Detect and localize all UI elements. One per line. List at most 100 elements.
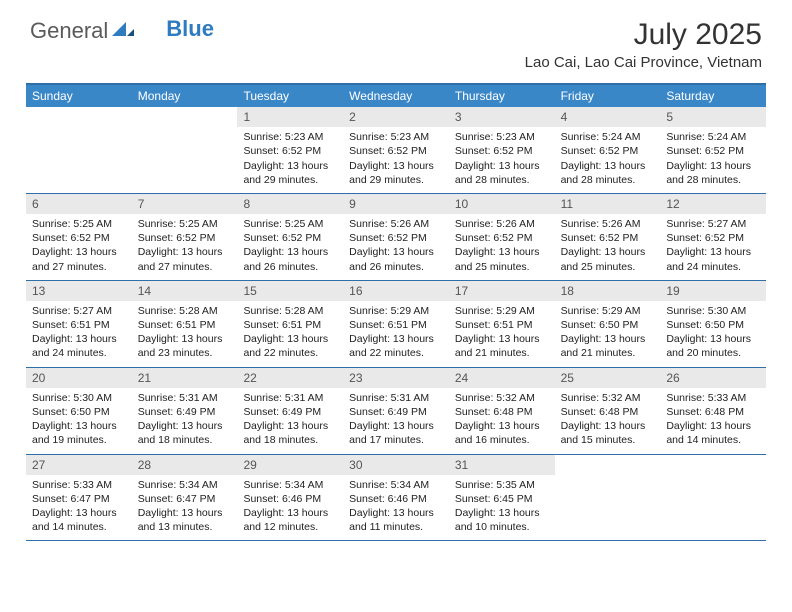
day-cell <box>660 455 766 541</box>
sunrise-text: Sunrise: 5:25 AM <box>243 217 337 231</box>
day-number: 4 <box>555 107 661 127</box>
day-number: 17 <box>449 281 555 301</box>
daylight-text: Daylight: 13 hours and 18 minutes. <box>243 419 337 447</box>
month-title: July 2025 <box>525 18 762 52</box>
week-row: 6Sunrise: 5:25 AMSunset: 6:52 PMDaylight… <box>26 194 766 281</box>
sunrise-text: Sunrise: 5:24 AM <box>666 130 760 144</box>
day-number: 1 <box>237 107 343 127</box>
sunrise-text: Sunrise: 5:26 AM <box>561 217 655 231</box>
sunrise-text: Sunrise: 5:33 AM <box>32 478 126 492</box>
day-number: 15 <box>237 281 343 301</box>
day-number <box>555 455 661 473</box>
daylight-text: Daylight: 13 hours and 15 minutes. <box>561 419 655 447</box>
sunrise-text: Sunrise: 5:31 AM <box>349 391 443 405</box>
weeks-container: 1Sunrise: 5:23 AMSunset: 6:52 PMDaylight… <box>26 107 766 541</box>
sunset-text: Sunset: 6:51 PM <box>455 318 549 332</box>
daylight-text: Daylight: 13 hours and 25 minutes. <box>455 245 549 273</box>
day-content: Sunrise: 5:34 AMSunset: 6:46 PMDaylight:… <box>343 478 449 535</box>
daylight-text: Daylight: 13 hours and 24 minutes. <box>32 332 126 360</box>
sunset-text: Sunset: 6:48 PM <box>666 405 760 419</box>
day-cell: 14Sunrise: 5:28 AMSunset: 6:51 PMDayligh… <box>132 281 238 367</box>
day-cell: 28Sunrise: 5:34 AMSunset: 6:47 PMDayligh… <box>132 455 238 541</box>
daylight-text: Daylight: 13 hours and 14 minutes. <box>32 506 126 534</box>
day-number: 8 <box>237 194 343 214</box>
daylight-text: Daylight: 13 hours and 28 minutes. <box>455 159 549 187</box>
daylight-text: Daylight: 13 hours and 18 minutes. <box>138 419 232 447</box>
sunset-text: Sunset: 6:47 PM <box>138 492 232 506</box>
sunrise-text: Sunrise: 5:23 AM <box>243 130 337 144</box>
day-cell: 2Sunrise: 5:23 AMSunset: 6:52 PMDaylight… <box>343 107 449 193</box>
sunrise-text: Sunrise: 5:24 AM <box>561 130 655 144</box>
day-number <box>132 107 238 125</box>
day-cell: 18Sunrise: 5:29 AMSunset: 6:50 PMDayligh… <box>555 281 661 367</box>
logo-text-general: General <box>30 18 108 44</box>
weekday-header-row: SundayMondayTuesdayWednesdayThursdayFrid… <box>26 85 766 107</box>
day-cell <box>555 455 661 541</box>
sunrise-text: Sunrise: 5:23 AM <box>455 130 549 144</box>
daylight-text: Daylight: 13 hours and 17 minutes. <box>349 419 443 447</box>
day-number: 30 <box>343 455 449 475</box>
daylight-text: Daylight: 13 hours and 20 minutes. <box>666 332 760 360</box>
day-number: 6 <box>26 194 132 214</box>
day-content: Sunrise: 5:30 AMSunset: 6:50 PMDaylight:… <box>26 391 132 448</box>
sunset-text: Sunset: 6:52 PM <box>455 144 549 158</box>
day-number: 16 <box>343 281 449 301</box>
sunrise-text: Sunrise: 5:23 AM <box>349 130 443 144</box>
sunrise-text: Sunrise: 5:28 AM <box>243 304 337 318</box>
weekday-header: Saturday <box>660 85 766 107</box>
sunrise-text: Sunrise: 5:30 AM <box>32 391 126 405</box>
sunrise-text: Sunrise: 5:28 AM <box>138 304 232 318</box>
weekday-header: Tuesday <box>237 85 343 107</box>
weekday-header: Wednesday <box>343 85 449 107</box>
day-cell: 7Sunrise: 5:25 AMSunset: 6:52 PMDaylight… <box>132 194 238 280</box>
sunset-text: Sunset: 6:51 PM <box>32 318 126 332</box>
day-content: Sunrise: 5:23 AMSunset: 6:52 PMDaylight:… <box>343 130 449 187</box>
sunrise-text: Sunrise: 5:26 AM <box>455 217 549 231</box>
day-cell: 11 Sunrise: 5:26 AMSunset: 6:52 PMDayligh… <box>555 194 661 280</box>
day-cell: 31Sunrise: 5:35 AMSunset: 6:45 PMDayligh… <box>449 455 555 541</box>
sunrise-text: Sunrise: 5:32 AM <box>455 391 549 405</box>
weekday-header: Monday <box>132 85 238 107</box>
day-number: 19 <box>660 281 766 301</box>
day-number <box>26 107 132 125</box>
location-label: Lao Cai, Lao Cai Province, Vietnam <box>525 54 762 71</box>
daylight-text: Daylight: 13 hours and 26 minutes. <box>349 245 443 273</box>
day-content: Sunrise: 5:26 AMSunset: 6:52 PMDaylight:… <box>555 217 661 274</box>
day-cell: 25Sunrise: 5:32 AMSunset: 6:48 PMDayligh… <box>555 368 661 454</box>
sunrise-text: Sunrise: 5:33 AM <box>666 391 760 405</box>
sunset-text: Sunset: 6:48 PM <box>455 405 549 419</box>
day-cell: 1Sunrise: 5:23 AMSunset: 6:52 PMDaylight… <box>237 107 343 193</box>
week-row: 13Sunrise: 5:27 AMSunset: 6:51 PMDayligh… <box>26 281 766 368</box>
day-number: 12 <box>660 194 766 214</box>
sunrise-text: Sunrise: 5:27 AM <box>32 304 126 318</box>
sunrise-text: Sunrise: 5:26 AM <box>349 217 443 231</box>
day-number: 14 <box>132 281 238 301</box>
day-cell: 21Sunrise: 5:31 AMSunset: 6:49 PMDayligh… <box>132 368 238 454</box>
sunrise-text: Sunrise: 5:34 AM <box>243 478 337 492</box>
day-content: Sunrise: 5:29 AMSunset: 6:50 PMDaylight:… <box>555 304 661 361</box>
day-number: 5 <box>660 107 766 127</box>
week-row: 27Sunrise: 5:33 AMSunset: 6:47 PMDayligh… <box>26 455 766 542</box>
day-cell: 15Sunrise: 5:28 AMSunset: 6:51 PMDayligh… <box>237 281 343 367</box>
day-cell: 24 Sunrise: 5:32 AMSunset: 6:48 PMDayligh… <box>449 368 555 454</box>
day-cell: 19Sunrise: 5:30 AMSunset: 6:50 PMDayligh… <box>660 281 766 367</box>
day-content: Sunrise: 5:27 AMSunset: 6:51 PMDaylight:… <box>26 304 132 361</box>
daylight-text: Daylight: 13 hours and 26 minutes. <box>243 245 337 273</box>
day-content: Sunrise: 5:32 AMSunset: 6:48 PMDaylight:… <box>449 391 555 448</box>
day-number: 7 <box>132 194 238 214</box>
sunrise-text: Sunrise: 5:34 AM <box>349 478 443 492</box>
day-number: 24 <box>449 368 555 388</box>
title-block: July 2025 Lao Cai, Lao Cai Province, Vie… <box>525 18 762 71</box>
day-cell: 26Sunrise: 5:33 AMSunset: 6:48 PMDayligh… <box>660 368 766 454</box>
sunset-text: Sunset: 6:52 PM <box>243 144 337 158</box>
day-cell: 4 Sunrise: 5:24 AMSunset: 6:52 PMDaylight… <box>555 107 661 193</box>
day-number: 11 <box>555 194 661 214</box>
daylight-text: Daylight: 13 hours and 11 minutes. <box>349 506 443 534</box>
sunrise-text: Sunrise: 5:32 AM <box>561 391 655 405</box>
sunrise-text: Sunrise: 5:30 AM <box>666 304 760 318</box>
logo-text-blue: Blue <box>166 16 214 42</box>
daylight-text: Daylight: 13 hours and 12 minutes. <box>243 506 337 534</box>
sunset-text: Sunset: 6:49 PM <box>243 405 337 419</box>
day-cell: 29Sunrise: 5:34 AMSunset: 6:46 PMDayligh… <box>237 455 343 541</box>
day-content: Sunrise: 5:24 AMSunset: 6:52 PMDaylight:… <box>555 130 661 187</box>
